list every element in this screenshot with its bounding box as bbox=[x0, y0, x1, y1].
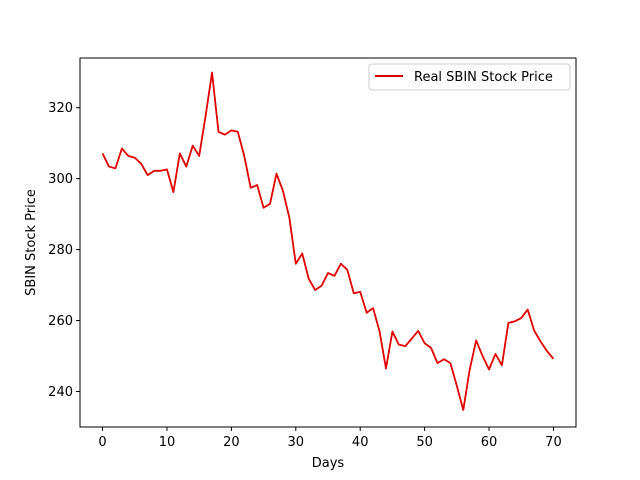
x-tick-label: 30 bbox=[288, 435, 305, 450]
x-tick-label: 60 bbox=[481, 435, 498, 450]
legend-label-real-sbin-stock-price: Real SBIN Stock Price bbox=[414, 70, 553, 85]
y-tick-label: 240 bbox=[48, 385, 73, 400]
plot-area bbox=[101, 71, 555, 411]
y-tick-label: 300 bbox=[48, 172, 73, 187]
x-tick-label: 50 bbox=[416, 435, 433, 450]
axes-frame bbox=[79, 57, 577, 428]
x-axis: 0 10 20 30 40 50 60 70 bbox=[98, 427, 562, 450]
y-axis-label: SBIN Stock Price bbox=[24, 189, 39, 296]
x-tick-label: 40 bbox=[352, 435, 369, 450]
x-tick-label: 20 bbox=[223, 435, 240, 450]
x-tick-label: 10 bbox=[159, 435, 176, 450]
x-tick-label: 70 bbox=[545, 435, 562, 450]
legend: Real SBIN Stock Price bbox=[368, 63, 571, 91]
x-tick-label: 0 bbox=[98, 435, 106, 450]
y-tick-label: 280 bbox=[48, 243, 73, 258]
y-axis: 240 260 280 300 320 bbox=[48, 101, 80, 400]
legend-box bbox=[368, 63, 571, 91]
x-axis-label: Days bbox=[312, 456, 345, 471]
y-tick-label: 260 bbox=[48, 314, 73, 329]
y-tick-label: 320 bbox=[48, 101, 73, 116]
series-line-real-sbin-stock-price bbox=[101, 71, 555, 411]
